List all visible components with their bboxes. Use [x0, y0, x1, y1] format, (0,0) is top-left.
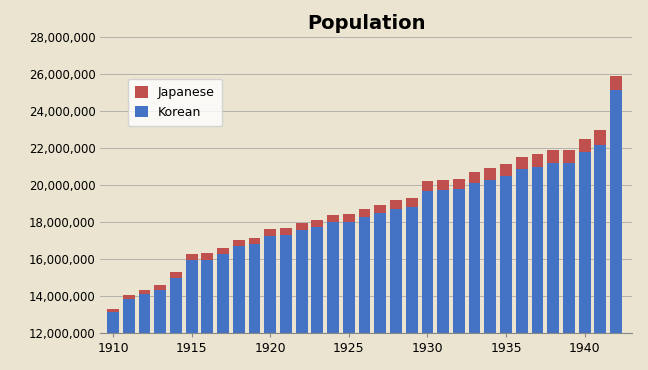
- Bar: [249, 238, 260, 244]
- Bar: [531, 154, 544, 166]
- Bar: [186, 254, 198, 260]
- Bar: [312, 227, 323, 370]
- Bar: [548, 163, 559, 370]
- Bar: [295, 230, 308, 370]
- Bar: [563, 149, 575, 163]
- Bar: [531, 166, 544, 370]
- Bar: [154, 290, 166, 370]
- Bar: [327, 215, 339, 222]
- Bar: [594, 130, 607, 145]
- Bar: [264, 229, 276, 236]
- Bar: [249, 244, 260, 370]
- Bar: [594, 145, 607, 370]
- Bar: [343, 222, 354, 370]
- Bar: [358, 217, 371, 370]
- Bar: [437, 190, 449, 370]
- Bar: [327, 222, 339, 370]
- Bar: [343, 214, 354, 222]
- Bar: [406, 198, 417, 207]
- Bar: [516, 169, 527, 370]
- Bar: [154, 285, 166, 290]
- Bar: [217, 248, 229, 254]
- Bar: [170, 278, 182, 370]
- Bar: [107, 312, 119, 370]
- Bar: [610, 76, 622, 90]
- Bar: [107, 309, 119, 312]
- Bar: [280, 228, 292, 235]
- Bar: [358, 209, 371, 217]
- Bar: [500, 176, 512, 370]
- Bar: [123, 295, 135, 299]
- Bar: [437, 180, 449, 190]
- Bar: [579, 139, 590, 152]
- Title: Population: Population: [307, 14, 425, 33]
- Bar: [233, 240, 245, 246]
- Bar: [186, 260, 198, 370]
- Bar: [233, 246, 245, 370]
- Bar: [563, 163, 575, 370]
- Bar: [139, 290, 150, 294]
- Bar: [312, 220, 323, 227]
- Bar: [469, 184, 480, 370]
- Bar: [390, 209, 402, 370]
- Bar: [295, 223, 308, 230]
- Bar: [453, 179, 465, 189]
- Bar: [375, 213, 386, 370]
- Bar: [422, 191, 434, 370]
- Bar: [485, 180, 496, 370]
- Bar: [217, 254, 229, 370]
- Bar: [469, 172, 480, 184]
- Bar: [390, 200, 402, 209]
- Bar: [422, 181, 434, 191]
- Bar: [280, 235, 292, 370]
- Bar: [202, 253, 213, 260]
- Bar: [485, 168, 496, 180]
- Bar: [548, 150, 559, 163]
- Bar: [579, 152, 590, 370]
- Bar: [406, 207, 417, 370]
- Bar: [123, 299, 135, 370]
- Bar: [202, 260, 213, 370]
- Bar: [500, 164, 512, 176]
- Bar: [610, 90, 622, 370]
- Legend: Japanese, Korean: Japanese, Korean: [128, 79, 222, 126]
- Bar: [375, 205, 386, 213]
- Bar: [170, 272, 182, 278]
- Bar: [453, 189, 465, 370]
- Bar: [139, 294, 150, 370]
- Bar: [516, 157, 527, 169]
- Bar: [264, 236, 276, 370]
